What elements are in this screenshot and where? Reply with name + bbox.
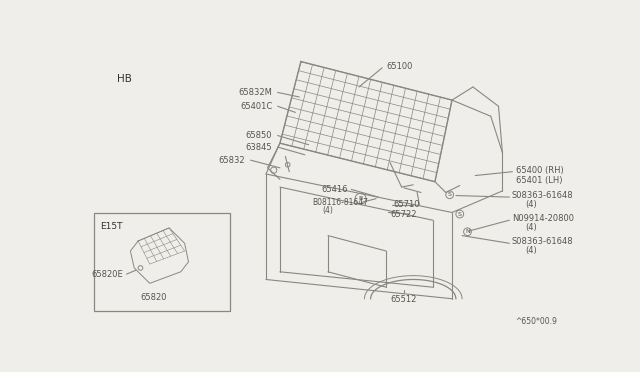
- Text: B: B: [358, 196, 363, 201]
- Text: ^650*00.9: ^650*00.9: [515, 317, 557, 326]
- Text: 65832M: 65832M: [238, 88, 272, 97]
- Text: B08116-81647: B08116-81647: [312, 198, 369, 207]
- Text: 65416: 65416: [321, 185, 348, 194]
- Text: 65832: 65832: [218, 155, 245, 165]
- Text: 65401 (LH): 65401 (LH): [516, 176, 562, 185]
- Text: S08363-61648: S08363-61648: [511, 237, 573, 246]
- Text: 65820E: 65820E: [91, 270, 123, 279]
- Bar: [94, 212, 230, 311]
- Text: N09914-20800: N09914-20800: [511, 214, 573, 223]
- Text: (4): (4): [525, 246, 536, 255]
- Text: 65710: 65710: [394, 200, 420, 209]
- Text: S: S: [458, 212, 461, 217]
- Text: N: N: [465, 229, 470, 234]
- Text: 65512: 65512: [391, 295, 417, 304]
- Text: 65100: 65100: [386, 62, 413, 71]
- Text: E15T: E15T: [100, 222, 123, 231]
- Text: (4): (4): [525, 199, 536, 209]
- Text: S: S: [448, 192, 452, 197]
- Text: S08363-61648: S08363-61648: [511, 191, 573, 200]
- Text: (4): (4): [323, 206, 333, 215]
- Text: 65820: 65820: [140, 293, 167, 302]
- Text: 63845: 63845: [246, 142, 272, 151]
- Text: 65850: 65850: [246, 131, 272, 140]
- Text: HB: HB: [117, 74, 132, 84]
- Text: 65401C: 65401C: [240, 102, 272, 111]
- Text: 65722: 65722: [390, 209, 417, 218]
- Text: (4): (4): [525, 222, 536, 232]
- Text: 65400 (RH): 65400 (RH): [516, 166, 563, 174]
